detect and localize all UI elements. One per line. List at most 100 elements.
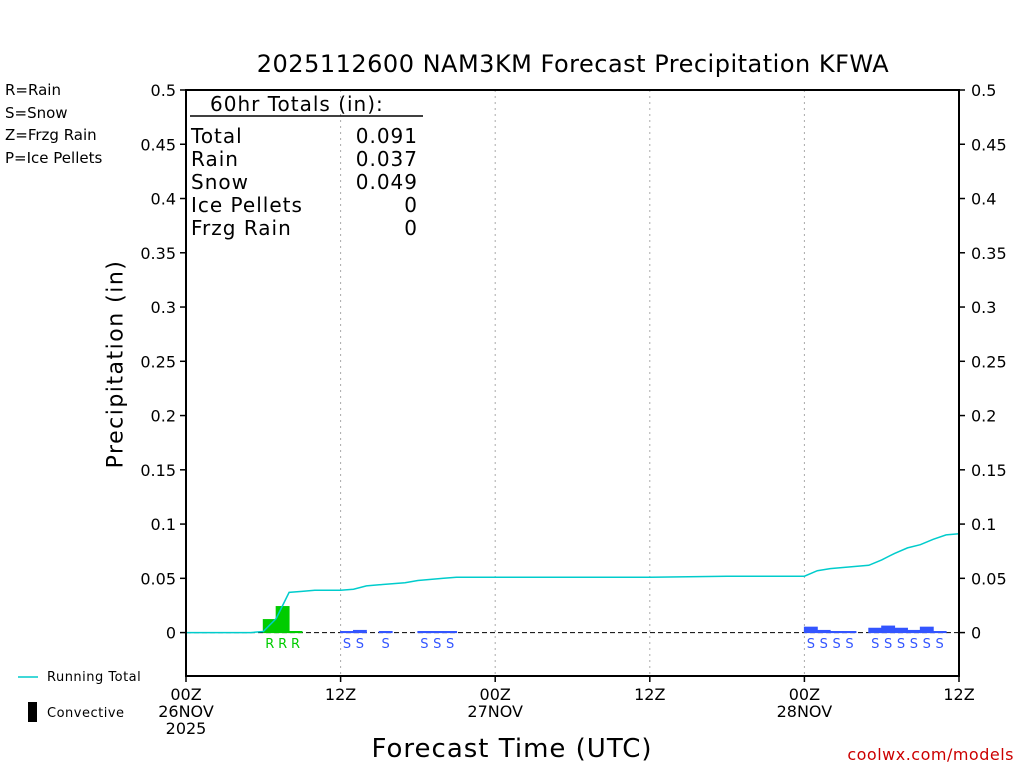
precip-type-letter: S [446, 637, 454, 652]
precip-type-letter: S [936, 637, 944, 652]
running-total-line [186, 533, 960, 634]
x-tick-label: 27NOV [467, 702, 523, 721]
totals-total-value: 0.091 [355, 124, 418, 148]
totals-header: 60hr Totals (in): [210, 92, 384, 116]
precip-type-letter: S [923, 637, 931, 652]
precip-bar [881, 625, 896, 634]
chart-title: 2025112600 NAM3KM Forecast Precipitation… [256, 50, 890, 78]
plot-frame [185, 89, 960, 677]
precip-bar [352, 629, 367, 634]
x-tick-label: 00Z [170, 685, 201, 704]
precip-type-letter: S [884, 637, 892, 652]
totals-ice-pellets-value: 0 [404, 193, 418, 217]
y-tick-label-left: 0.5 [151, 81, 176, 100]
x-tick-label: 2025 [166, 719, 207, 738]
x-tick-label: 12Z [325, 685, 356, 704]
x-tick-label: 26NOV [158, 702, 214, 721]
totals-rain-label: Rain [191, 147, 239, 171]
y-tick-label-right: 0.2 [971, 407, 996, 426]
precip-type-letter: S [343, 637, 351, 652]
running-total-key-label: Running Total [47, 670, 142, 685]
y-tick-label-left: 0.35 [140, 244, 176, 263]
totals-total-label: Total [191, 124, 243, 148]
y-tick-label-left: 0.1 [151, 515, 176, 534]
totals-underline [190, 115, 423, 117]
precip-bar [275, 606, 290, 634]
grid-lines [340, 90, 805, 676]
y-tick-label-right: 0.4 [971, 190, 996, 209]
x-tick-label: 00Z [789, 685, 820, 704]
x-tick-label: 12Z [943, 685, 974, 704]
legend-rain: R=Rain [5, 81, 61, 99]
precip-type-letter: R [265, 637, 274, 652]
convective-key-swatch [28, 702, 37, 722]
totals-frzg-rain-value: 0 [404, 216, 418, 240]
precip-bar [803, 626, 818, 634]
precip-type-letter: R [278, 637, 287, 652]
y-tick-label-right: 0 [971, 624, 981, 643]
y-tick-label-left: 0.4 [151, 190, 176, 209]
x-tick-label: 28NOV [777, 702, 833, 721]
totals-snow-value: 0.049 [355, 170, 418, 194]
y-ticks: 0 00.05 0.050.1 0.10.15 0.150.2 0.20.25 0.250.… [140, 81, 1006, 643]
precip-bar [340, 631, 354, 634]
totals-ice-pellets-label: Ice Pellets [191, 193, 303, 217]
y-tick-label-right: 0.25 [971, 352, 1007, 371]
precip-bar [288, 631, 303, 634]
y-tick-label-left: 0.25 [140, 352, 176, 371]
credit-link[interactable]: coolwx.com/models [847, 745, 1014, 764]
x-tick-label: 00Z [480, 685, 511, 704]
x-tick-label: 12Z [634, 685, 665, 704]
precip-bar [894, 627, 908, 634]
precip-bar [842, 631, 857, 634]
y-tick-label-right: 0.05 [971, 569, 1007, 588]
precip-bar [932, 631, 947, 634]
y-axis-label: Precipitation (in) [103, 259, 129, 469]
y-tick-label-left: 0 [166, 624, 176, 643]
precip-bar [868, 627, 883, 634]
precip-bar [919, 626, 934, 634]
y-tick-label-left: 0.15 [140, 461, 176, 480]
precip-type-letter: S [433, 637, 441, 652]
precip-type-letter: S [420, 637, 428, 652]
precip-bars [262, 606, 947, 634]
x-axis-label: Forecast Time (UTC) [371, 734, 653, 764]
precip-type-letter: S [871, 637, 879, 652]
precip-bar [816, 629, 831, 634]
precip-type-letter: S [845, 637, 853, 652]
precip-type-letter: S [832, 637, 840, 652]
precip-bar [829, 631, 844, 634]
precip-type-letter: R [291, 637, 300, 652]
y-tick-label-left: 0.05 [140, 569, 176, 588]
y-tick-label-left: 0.3 [151, 298, 176, 317]
y-tick-label-right: 0.1 [971, 515, 996, 534]
precip-bar [378, 631, 393, 634]
precip-type-letter: S [356, 637, 364, 652]
totals-frzg-rain-label: Frzg Rain [191, 216, 292, 240]
precip-bar [417, 631, 432, 634]
y-tick-label-right: 0.15 [971, 461, 1007, 480]
totals-snow-label: Snow [191, 170, 249, 194]
precip-bar [430, 631, 445, 634]
precip-type-letter: S [820, 637, 828, 652]
precip-type-letter: S [807, 637, 815, 652]
precip-bar [906, 629, 921, 634]
y-tick-label-right: 0.5 [971, 81, 996, 100]
legend-ice-pellets: P=Ice Pellets [5, 149, 103, 167]
precip-type-letter: S [910, 637, 918, 652]
y-tick-label-left: 0.2 [151, 407, 176, 426]
y-tick-label-right: 0.45 [971, 135, 1007, 154]
y-tick-label-right: 0.35 [971, 244, 1007, 263]
y-tick-label-right: 0.3 [971, 298, 996, 317]
convective-key-label: Convective [47, 706, 125, 721]
precip-bar [443, 631, 458, 634]
legend-snow: S=Snow [5, 104, 68, 122]
precip-type-letter: S [897, 637, 905, 652]
precip-type-letter: S [382, 637, 390, 652]
totals-rain-value: 0.037 [355, 147, 418, 171]
y-tick-label-left: 0.45 [140, 135, 176, 154]
legend-frzg-rain: Z=Frzg Rain [5, 126, 97, 144]
